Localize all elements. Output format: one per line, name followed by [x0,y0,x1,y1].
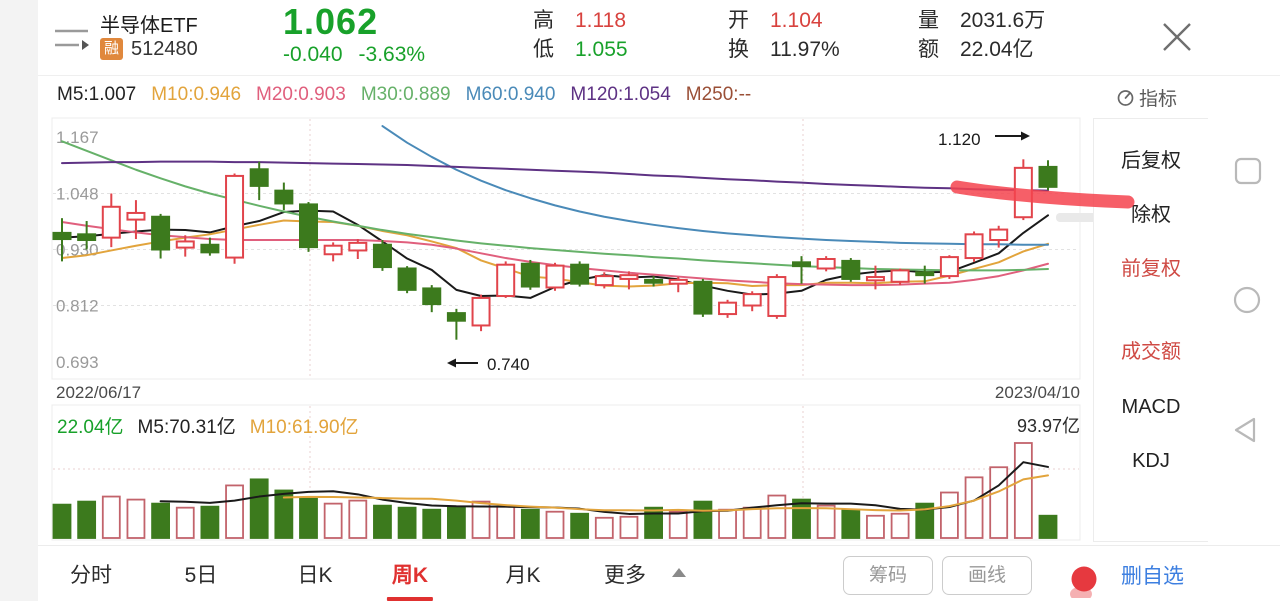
stats-col-open-turnover: 开 1.104 换 11.97% [728,6,918,64]
last-price: 1.062 [283,1,379,42]
svg-text:0.740: 0.740 [487,355,530,374]
price-change-row: -0.040 -3.63% [283,43,425,67]
tab-weekly-k[interactable]: 周K [386,559,433,601]
gauge-icon [1116,88,1135,107]
stat-value: 2031.6万 [960,9,1046,32]
ma250-value: M250:-- [685,84,752,105]
more-caret-icon [672,568,686,577]
tab-monthly-k[interactable]: 月K [505,564,541,587]
stat-value: 22.04亿 [960,38,1034,61]
chart-options-panel: 后复权 除权 前复权 成交额 MACD KDJ [1093,118,1208,542]
tab-5day[interactable]: 5日 [184,564,218,587]
stat-label: 高 [533,9,554,32]
svg-text:1.120: 1.120 [938,130,981,149]
svg-text:0.930: 0.930 [56,241,99,260]
stat-label: 换 [728,38,749,61]
volume-current: 22.04亿 [57,417,124,438]
margin-trading-badge: 融 [100,38,123,60]
tab-minute[interactable]: 分时 [70,564,112,587]
option-forward-adjusted[interactable]: 前复权 [1121,258,1181,280]
ma10-value: M10:0.946 [151,84,242,105]
date-range-end: 2023/04/10 [994,383,1080,402]
stat-label: 低 [533,38,554,61]
option-macd[interactable]: MACD [1121,396,1181,418]
delete-watchlist-button[interactable]: 删自选 [1121,565,1184,588]
left-edge-strip [0,0,38,601]
ma120-value: M120:1.054 [570,84,671,105]
stat-label: 开 [728,9,749,32]
tab-daily-k[interactable]: 日K [297,564,333,587]
volume-ma5: M5:70.31亿 [137,417,236,438]
stock-switch-icon[interactable] [52,21,92,57]
svg-text:0.812: 0.812 [56,297,99,316]
android-back-icon[interactable] [1231,416,1259,449]
stock-code-row: 融 512480 [100,37,198,61]
stock-name: 半导体ETF [100,15,198,37]
tab-more[interactable]: 更多 [604,564,646,587]
stat-value: 1.104 [770,9,823,32]
chip-distribution-button[interactable]: 筹码 [843,556,933,595]
volume-max-label: 93.97亿 [1016,416,1080,436]
ma20-value: M20:0.903 [256,84,346,105]
indicator-label: 指标 [1139,89,1178,110]
option-turnover-amount[interactable]: 成交额 [1121,341,1181,363]
android-recents-icon[interactable] [1234,157,1262,190]
period-tab-bar: 分时 5日 日K 周K 月K 更多 筹码 画线 删自选 [38,545,1280,602]
date-axis-row: 2022/06/17 2023/04/10 [0,383,1280,403]
price-change-pct: -3.63% [358,43,426,66]
ma30-value: M30:0.889 [360,84,451,105]
stat-value: 11.97% [770,38,840,61]
ma-indicator-row: M5:1.007 M10:0.946 M20:0.903 M30:0.889 M… [57,84,751,106]
option-no-adjust[interactable]: 除权 [1131,204,1171,226]
indicator-settings-button[interactable]: 指标 [1116,84,1177,111]
stat-value: 1.055 [575,38,628,61]
svg-text:1.167: 1.167 [56,128,99,147]
red-marker-pen-icon[interactable] [1069,554,1113,602]
date-range-start: 2022/06/17 [56,383,142,402]
stock-code: 512480 [131,37,198,60]
option-kdj[interactable]: KDJ [1132,450,1170,472]
volume-indicator-row: 22.04亿 M5:70.31亿 M10:61.90亿 [57,412,359,439]
option-backward-adjusted[interactable]: 后复权 [1121,150,1181,172]
stat-label: 额 [918,38,939,61]
header-divider [38,75,1280,76]
ma60-value: M60:0.940 [465,84,556,105]
stat-value: 1.118 [575,9,626,32]
stats-col-volume-amount: 量 2031.6万 额 22.04亿 [918,6,1108,64]
volume-ma10: M10:61.90亿 [249,417,359,438]
active-tab-underline [386,597,433,601]
draw-line-button[interactable]: 画线 [942,556,1032,595]
close-icon[interactable] [1156,16,1198,58]
svg-text:0.693: 0.693 [56,353,99,372]
price-change: -0.040 [283,43,343,66]
ma5-value: M5:1.007 [57,84,137,105]
stat-label: 量 [918,9,939,32]
stats-col-high-low: 高 1.118 低 1.055 [533,6,723,64]
svg-text:1.048: 1.048 [56,184,99,203]
android-home-icon[interactable] [1233,286,1261,319]
